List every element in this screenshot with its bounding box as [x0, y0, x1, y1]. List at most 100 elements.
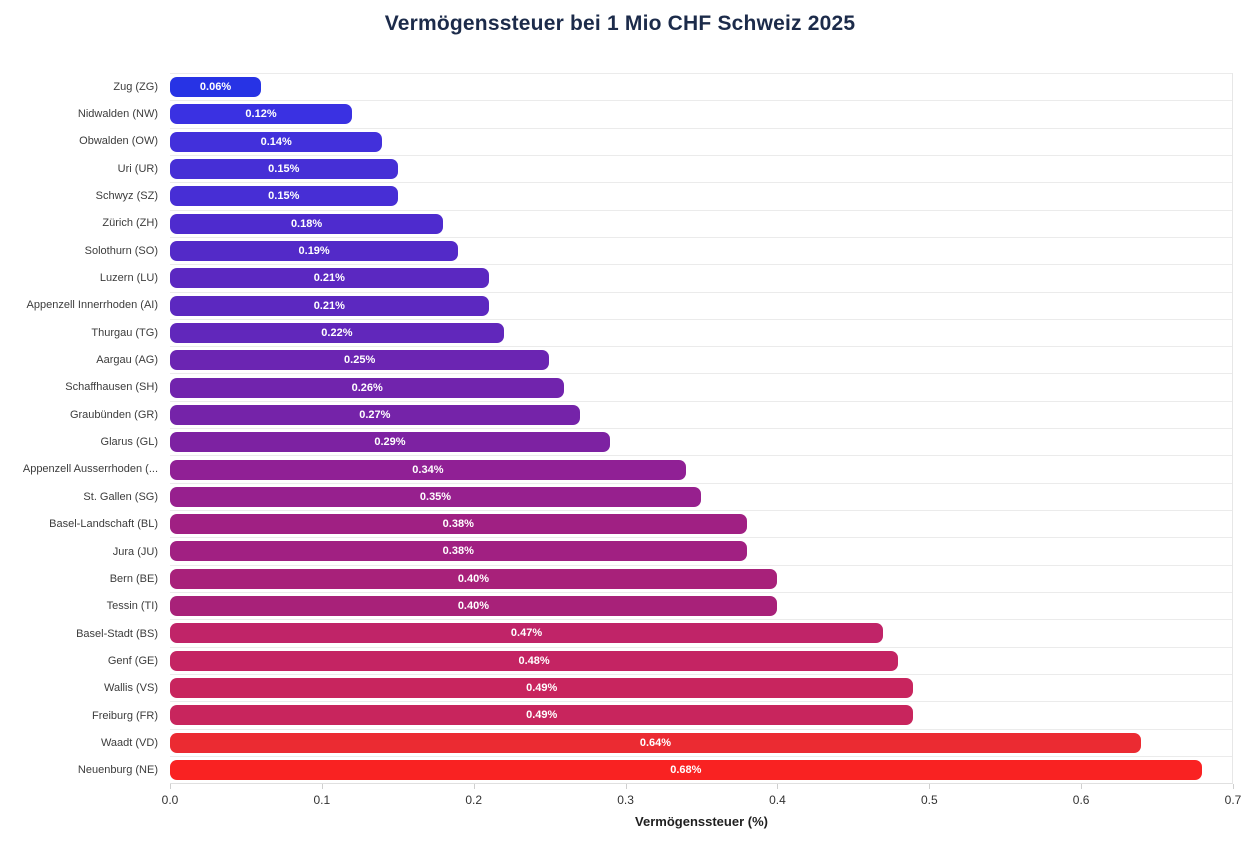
chart-row: 0.40% [170, 564, 1232, 592]
chart-row: 0.15% [170, 154, 1232, 182]
bar[interactable] [170, 186, 398, 207]
category-label: Solothurn (SO) [84, 244, 158, 257]
category-label: St. Gallen (SG) [83, 490, 158, 503]
bar[interactable] [170, 131, 383, 152]
chart-row: 0.40% [170, 591, 1232, 619]
chart-row: 0.49% [170, 673, 1232, 701]
chart-row: 0.06% [170, 73, 1232, 100]
category-label: Schaffhausen (SH) [65, 381, 158, 394]
chart-row: 0.68% [170, 755, 1232, 783]
x-tick-mark [1233, 784, 1234, 789]
bar[interactable] [170, 77, 262, 98]
x-tick-label: 0.6 [1072, 793, 1090, 807]
bar[interactable] [170, 759, 1202, 780]
category-label: Waadt (VD) [100, 736, 158, 749]
category-label: Jura (JU) [112, 545, 158, 558]
category-label: Graubünden (GR) [69, 408, 158, 421]
x-tick-mark [777, 784, 779, 789]
category-label: Wallis (VS) [104, 682, 158, 695]
chart-row: 0.27% [170, 400, 1232, 428]
chart-row: 0.21% [170, 264, 1232, 291]
chart-row: 0.14% [170, 127, 1232, 155]
category-label: Zürich (ZH) [102, 217, 158, 230]
chart-row: 0.12% [170, 100, 1232, 127]
x-tick-mark [625, 784, 627, 789]
chart-row: 0.15% [170, 182, 1232, 209]
bar[interactable] [170, 678, 914, 699]
bar[interactable] [170, 159, 398, 180]
category-label: Appenzell Innerrhoden (AI) [26, 299, 158, 312]
chart-title: Vermögenssteuer bei 1 Mio CHF Schweiz 20… [384, 12, 856, 35]
category-label: Luzern (LU) [99, 272, 158, 285]
chart-row: 0.47% [170, 619, 1232, 646]
bar[interactable] [170, 732, 1141, 753]
chart-row: 0.29% [170, 428, 1232, 455]
chart-row: 0.64% [170, 728, 1232, 756]
category-label: Basel-Stadt (BS) [76, 627, 158, 640]
category-label: Uri (UR) [117, 162, 158, 175]
category-label: Thurgau (TG) [91, 326, 158, 339]
x-tick-mark [170, 784, 171, 789]
category-label: Obwalden (OW) [79, 135, 158, 148]
bar[interactable] [170, 650, 899, 671]
bar[interactable] [170, 295, 489, 316]
chart-row: 0.35% [170, 482, 1232, 510]
chart-row: 0.22% [170, 318, 1232, 346]
x-tick-label: 0.7 [1224, 793, 1242, 807]
bar[interactable] [170, 350, 550, 371]
x-tick-label: 0.2 [465, 793, 483, 807]
bar[interactable] [170, 404, 580, 425]
x-tick-label: 0.0 [161, 793, 179, 807]
category-label: Appenzell Ausserrhoden (... [22, 463, 158, 476]
category-label: Neuenburg (NE) [77, 764, 158, 777]
category-label: Glarus (GL) [100, 436, 158, 449]
category-label: Genf (GE) [107, 654, 158, 667]
x-tick-label: 0.5 [920, 793, 938, 807]
chart-row: 0.18% [170, 209, 1232, 237]
bar[interactable] [170, 241, 459, 262]
category-label: Tessin (TI) [106, 600, 158, 613]
category-label: Nidwalden (NW) [77, 108, 158, 121]
chart-row: 0.34% [170, 455, 1232, 482]
x-tick-label: 0.3 [617, 793, 634, 807]
chart-row: 0.48% [170, 646, 1232, 674]
bar[interactable] [170, 705, 914, 726]
bar[interactable] [170, 486, 701, 507]
x-tick-mark [1081, 784, 1083, 789]
bar[interactable] [170, 322, 504, 343]
x-tick-mark [321, 784, 323, 789]
chart-row: 0.26% [170, 373, 1232, 400]
bar[interactable] [170, 514, 747, 535]
x-tick-label: 0.1 [313, 793, 331, 807]
bar[interactable] [170, 104, 353, 125]
chart-row: 0.38% [170, 537, 1232, 564]
x-axis: Vermögenssteuer (%) 0.0 0.1 0.2 0.3 0.4 0.5 0.… [162, 784, 1241, 830]
x-tick-mark [473, 784, 475, 789]
bar[interactable] [170, 268, 489, 289]
x-tick-label: 0.4 [769, 793, 786, 807]
category-label: Aargau (AG) [96, 354, 158, 367]
category-label: Bern (BE) [109, 572, 158, 585]
bar[interactable] [170, 459, 686, 480]
category-label: Zug (ZG) [113, 80, 158, 93]
chart-row: 0.21% [170, 291, 1232, 319]
chart-row: 0.19% [170, 236, 1232, 264]
category-label: Schwyz (SZ) [95, 190, 158, 203]
chart-row: 0.25% [170, 346, 1232, 373]
chart-row: 0.38% [170, 510, 1232, 537]
y-axis-category-labels: Zug (ZG) Nidwalden (NW) Obwalden (OW) Uri (… [0, 73, 170, 784]
bar[interactable] [170, 213, 444, 234]
category-label: Freiburg (FR) [91, 709, 158, 722]
bar[interactable] [170, 377, 565, 398]
x-axis-title: Vermögenssteuer (%) [635, 814, 768, 829]
category-label: Basel-Landschaft (BL) [49, 518, 158, 531]
bar[interactable] [170, 596, 777, 617]
bar[interactable] [170, 432, 610, 453]
bar[interactable] [170, 541, 747, 562]
plot-area: 0.06% 0.12% 0.14% 0.15% 0.15% 0.18% 0.19% 0.21%… [170, 73, 1233, 784]
bar[interactable] [170, 568, 777, 589]
bar[interactable] [170, 623, 884, 644]
chart-row: 0.49% [170, 701, 1232, 728]
x-tick-mark [929, 784, 931, 789]
